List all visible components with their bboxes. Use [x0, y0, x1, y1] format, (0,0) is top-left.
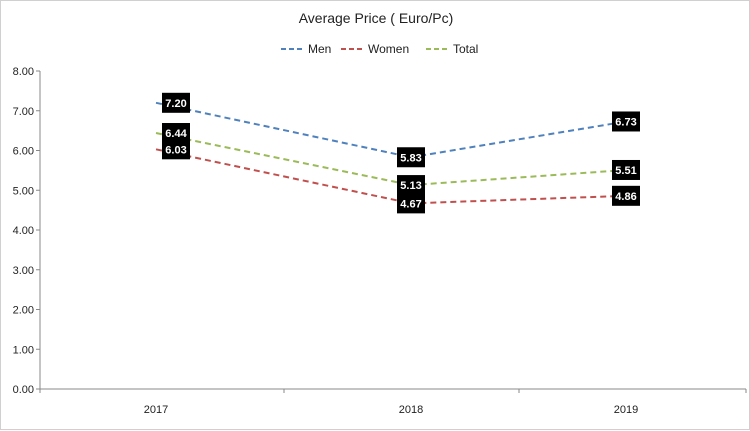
data-label: 6.73 — [612, 111, 640, 132]
series-line-women — [155, 148, 627, 205]
data-label-box — [397, 147, 425, 168]
y-tick-label: 4.00 — [13, 225, 34, 237]
data-label-text: 6.73 — [615, 116, 636, 128]
y-tick-label: 1.00 — [13, 344, 34, 356]
data-label-box — [612, 185, 640, 206]
y-tick-label: 2.00 — [13, 305, 34, 317]
series-lines — [155, 101, 627, 205]
data-label-box — [612, 159, 640, 180]
data-label: 7.20 — [162, 92, 190, 113]
data-label-box — [397, 193, 425, 214]
chart-title: Average Price ( Euro/Pc) — [298, 10, 454, 26]
data-label-text: 5.51 — [615, 165, 636, 177]
data-label: 5.83 — [397, 147, 425, 168]
legend-label: Women — [368, 42, 409, 56]
data-label: 6.03 — [162, 139, 190, 160]
data-label: 4.86 — [612, 185, 640, 206]
data-labels: 7.20 5.83 6.73 6.03 4.67 4.86 6.44 5.13 5.51 — [162, 92, 640, 214]
y-tick-label: 0.00 — [13, 384, 34, 396]
y-tick-label: 7.00 — [13, 106, 34, 118]
legend: Men Women Total — [281, 42, 478, 56]
x-tick-label: 2017 — [144, 404, 168, 416]
data-label-text: 4.86 — [615, 191, 636, 203]
data-label-text: 7.20 — [165, 98, 186, 110]
data-label: 5.51 — [612, 159, 640, 180]
data-label-box — [162, 123, 190, 144]
x-tick-label: 2019 — [614, 404, 638, 416]
y-tick-label: 5.00 — [13, 185, 34, 197]
x-tick-label: 2018 — [399, 404, 423, 416]
data-label: 6.44 — [162, 123, 190, 144]
y-tick-label: 3.00 — [13, 265, 34, 277]
data-label-box — [612, 111, 640, 132]
data-label: 5.13 — [397, 175, 425, 196]
legend-item-men: Men — [281, 42, 331, 56]
axes: 0.00 1.00 2.00 3.00 4.00 5.00 6.00 7.00 8.00 2017… — [13, 66, 747, 416]
legend-item-total: Total — [426, 42, 478, 56]
legend-label: Total — [453, 42, 478, 56]
y-tick-label: 6.00 — [13, 146, 34, 158]
data-label: 4.67 — [397, 193, 425, 214]
series-line-men — [155, 101, 627, 159]
y-tick-label: 8.00 — [13, 66, 34, 78]
data-label-text: 5.13 — [400, 180, 421, 192]
data-label-box — [162, 139, 190, 160]
legend-label: Men — [308, 42, 331, 56]
data-label-text: 5.83 — [400, 152, 421, 164]
data-label-box — [397, 175, 425, 196]
data-label-text: 6.03 — [165, 144, 186, 156]
series-line-total — [155, 132, 627, 187]
data-label-box — [162, 92, 190, 113]
legend-item-women: Women — [341, 42, 409, 56]
data-label-text: 4.67 — [400, 198, 421, 210]
data-label-text: 6.44 — [165, 128, 187, 140]
